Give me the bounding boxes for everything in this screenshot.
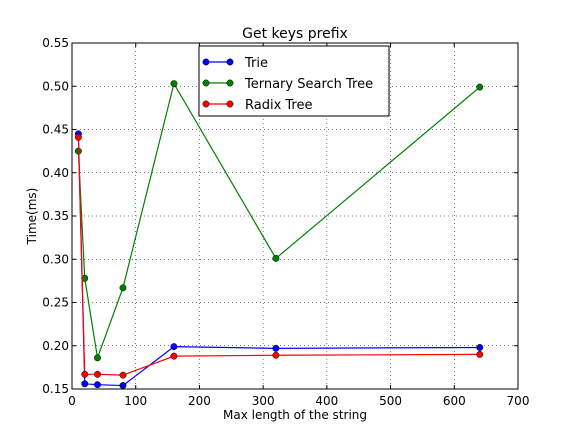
y-tick-label: 0.40 bbox=[42, 166, 69, 180]
legend: Trie Ternary Search Tree Radix Tree bbox=[198, 45, 390, 117]
legend-label: Radix Tree bbox=[245, 98, 313, 113]
y-tick-label: 0.50 bbox=[42, 79, 69, 93]
data-point bbox=[272, 351, 280, 359]
data-point bbox=[81, 274, 89, 282]
legend-item: Trie bbox=[202, 56, 268, 71]
x-tick-label: 200 bbox=[188, 394, 211, 408]
x-tick-label: 0 bbox=[68, 394, 76, 408]
data-point bbox=[94, 370, 101, 378]
tick-labels: 0 100 200 300 400 500 600 700 0.15 0.20 0.25 0.30 0.… bbox=[42, 36, 529, 408]
series-2 bbox=[74, 133, 484, 379]
data-point bbox=[170, 352, 178, 360]
legend-marker bbox=[226, 100, 234, 108]
data-point bbox=[119, 284, 127, 292]
y-tick-label: 0.55 bbox=[42, 36, 69, 50]
x-tick-label: 500 bbox=[379, 394, 402, 408]
y-tick-label: 0.20 bbox=[42, 339, 69, 353]
series-1 bbox=[74, 80, 484, 362]
x-tick-label: 100 bbox=[124, 394, 147, 408]
data-point bbox=[119, 382, 127, 389]
data-point bbox=[476, 83, 484, 91]
data-point bbox=[272, 344, 280, 352]
data-point bbox=[81, 380, 89, 388]
data-point bbox=[119, 371, 127, 379]
legend-marker bbox=[226, 58, 234, 66]
legend-marker bbox=[202, 58, 210, 66]
legend-label: Ternary Search Tree bbox=[244, 77, 373, 92]
series-0 bbox=[74, 130, 484, 389]
data-point bbox=[94, 381, 101, 389]
data-point bbox=[94, 354, 101, 362]
legend-marker bbox=[202, 79, 210, 87]
y-tick-label: 0.30 bbox=[42, 252, 69, 266]
x-tick-label: 600 bbox=[443, 394, 466, 408]
legend-item: Radix Tree bbox=[202, 98, 313, 113]
x-tick-label: 400 bbox=[315, 394, 338, 408]
data-point bbox=[170, 80, 178, 88]
data-point bbox=[74, 133, 82, 141]
y-tick-label: 0.45 bbox=[42, 123, 69, 137]
data-point bbox=[272, 254, 280, 262]
chart-title: Get keys prefix bbox=[242, 26, 348, 42]
y-tick-label: 0.15 bbox=[42, 382, 69, 396]
data-point bbox=[170, 343, 178, 351]
legend-marker bbox=[226, 79, 234, 87]
y-tick-label: 0.25 bbox=[42, 296, 69, 310]
y-axis-label: Time(ms) bbox=[25, 188, 39, 246]
legend-label: Trie bbox=[244, 56, 268, 71]
x-tick-label: 700 bbox=[507, 394, 530, 408]
series-layer bbox=[74, 80, 484, 389]
data-point bbox=[81, 370, 89, 378]
legend-item: Ternary Search Tree bbox=[202, 77, 373, 92]
data-point bbox=[476, 344, 484, 351]
legend-marker bbox=[202, 100, 210, 108]
y-tick-label: 0.35 bbox=[42, 209, 69, 223]
data-point bbox=[476, 350, 484, 358]
x-axis-label: Max length of the string bbox=[223, 408, 367, 422]
x-tick-label: 300 bbox=[252, 394, 275, 408]
